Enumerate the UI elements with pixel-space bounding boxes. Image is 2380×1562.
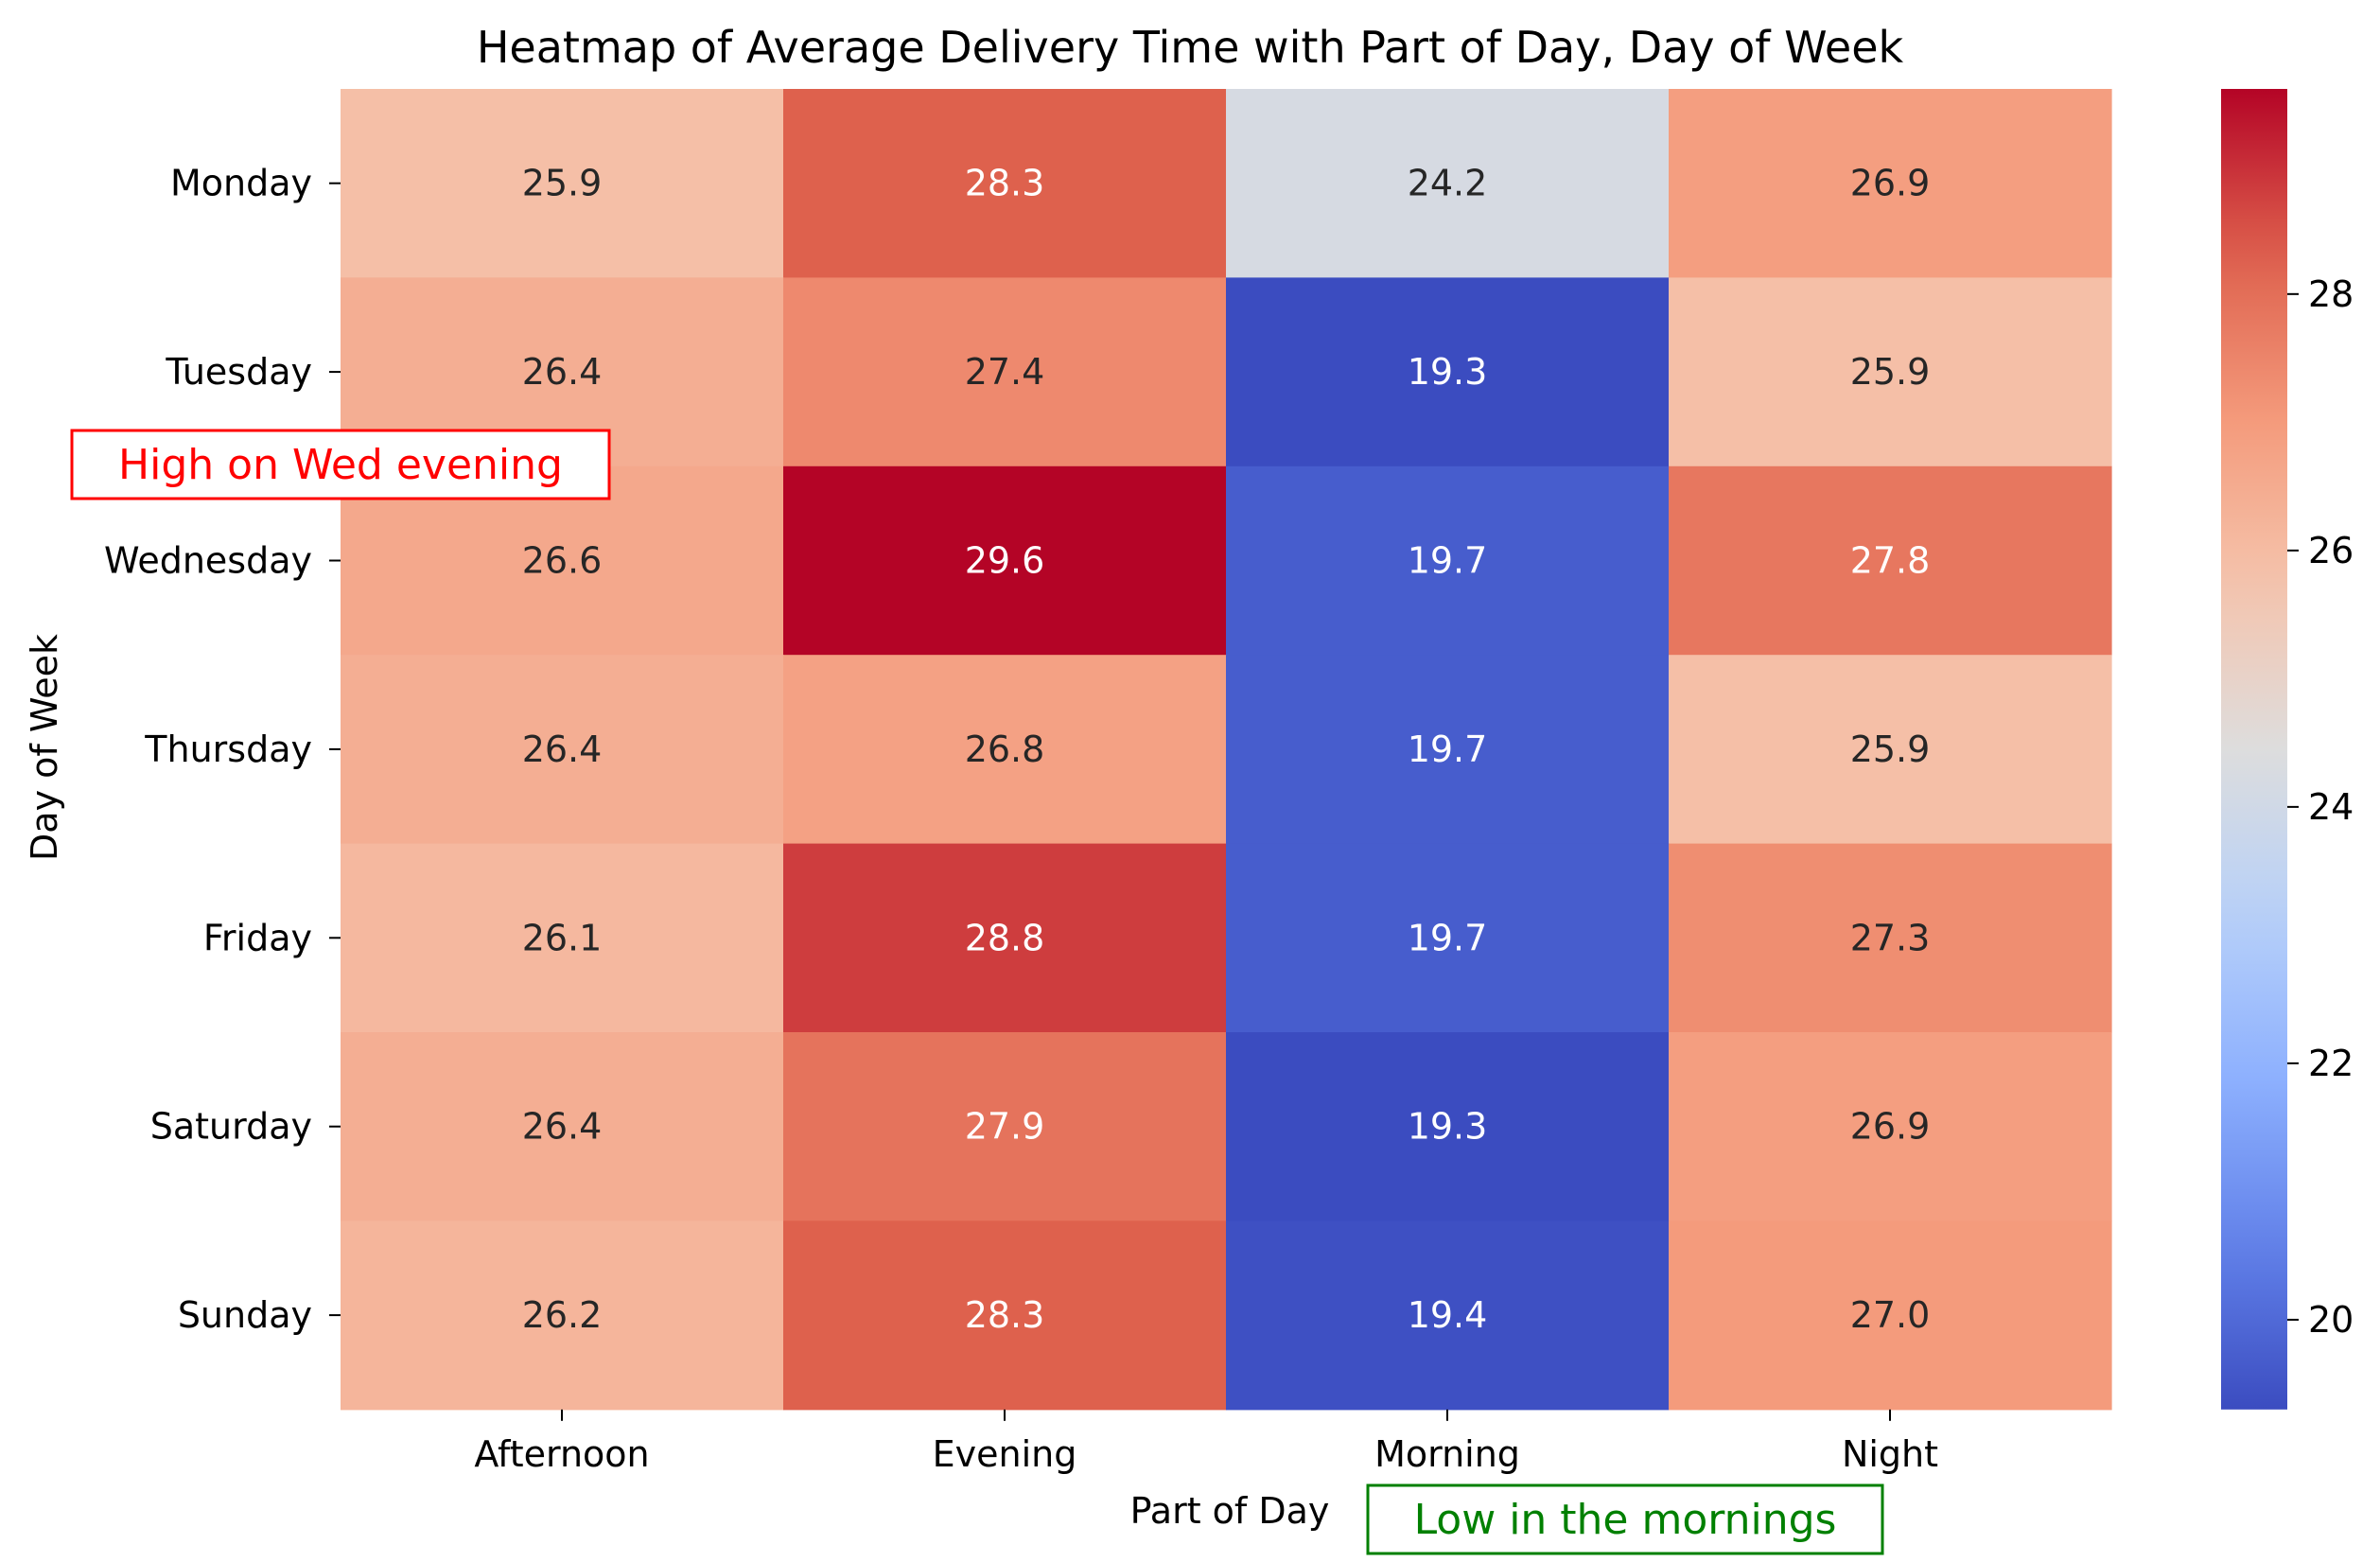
heatmap-cell: [341, 1220, 784, 1411]
cell-value-label: 27.3: [1850, 917, 1931, 958]
y-tick-label: Friday: [203, 917, 312, 958]
x-tick-label: Morning: [1374, 1433, 1520, 1475]
annotation-high-wed-evening: High on Wed evening: [118, 441, 563, 489]
heatmap-cell: [1226, 655, 1670, 845]
cell-value-label: 19.3: [1408, 1106, 1488, 1148]
heatmap-cells: 25.9 28.3 24.2 26.9 26.4 27.4 19.3 25.9 26.6 29.6…: [341, 89, 2112, 1411]
cell-value-label: 28.3: [965, 163, 1045, 204]
y-axis-ticks: Monday Tuesday Wednesday Thursday Friday Satu…: [104, 163, 341, 1336]
x-axis-label: Part of Day: [1130, 1490, 1330, 1532]
heatmap-cell: [1669, 1032, 2112, 1221]
annotation-low-mornings: Low in the mornings: [1414, 1496, 1837, 1544]
cell-value-label: 19.7: [1408, 728, 1488, 770]
cell-value-label: 28.3: [965, 1294, 1045, 1336]
colorbar-tick-label: 22: [2308, 1043, 2354, 1084]
colorbar: 20 22 24 26 28: [2221, 89, 2354, 1410]
cell-value-label: 26.9: [1850, 163, 1931, 204]
cell-value-label: 25.9: [522, 163, 603, 204]
colorbar-tick-label: 20: [2308, 1299, 2354, 1341]
x-tick-label: Night: [1842, 1433, 1938, 1475]
heatmap-cell: [341, 89, 784, 278]
cell-value-label: 26.9: [1850, 1106, 1931, 1148]
cell-value-label: 25.9: [1850, 351, 1931, 393]
y-tick-label: Wednesday: [104, 540, 312, 582]
cell-value-label: 27.0: [1850, 1294, 1931, 1336]
x-axis-ticks: Afternoon Evening Morning Night: [474, 1409, 1938, 1475]
cell-value-label: 19.7: [1408, 917, 1488, 958]
annotation-box: [1366, 1483, 1884, 1555]
heatmap-cell: [1669, 655, 2112, 845]
heatmap-cell: [783, 1220, 1227, 1411]
y-tick-label: Monday: [170, 163, 312, 204]
y-tick-label: Tuesday: [165, 351, 312, 393]
heatmap-cell: [1226, 1220, 1670, 1411]
colorbar-tick-label: 28: [2308, 273, 2354, 315]
colorbar-gradient: [2221, 89, 2287, 1410]
colorbar-tick-label: 24: [2308, 786, 2354, 828]
cell-value-label: 26.1: [522, 917, 603, 958]
cell-value-label: 27.8: [1850, 540, 1931, 582]
cell-value-label: 26.4: [522, 1106, 603, 1148]
cell-value-label: 19.4: [1408, 1294, 1488, 1336]
cell-value-label: 26.6: [522, 540, 603, 582]
cell-value-label: 19.3: [1408, 351, 1488, 393]
heatmap-cell: [783, 1032, 1227, 1221]
heatmap-cell: [1226, 843, 1670, 1033]
cell-value-label: 28.8: [965, 917, 1045, 958]
heatmap-cell: [783, 843, 1227, 1033]
heatmap-cell: [783, 89, 1227, 278]
heatmap-cell: [341, 843, 784, 1033]
y-axis-label: Day of Week: [24, 634, 65, 861]
cell-value-label: 25.9: [1850, 728, 1931, 770]
annotation-box: [70, 429, 611, 500]
heatmap-cell: [1669, 1220, 2112, 1411]
annotations: High on Wed evening Low in the mornings: [70, 429, 1884, 1555]
heatmap-cell: [341, 655, 784, 845]
cell-value-label: 27.9: [965, 1106, 1045, 1148]
cell-value-label: 19.7: [1408, 540, 1488, 582]
x-tick-label: Evening: [933, 1433, 1077, 1475]
colorbar-tick-label: 26: [2308, 530, 2354, 571]
heatmap-cell: [1669, 89, 2112, 278]
chart-title: Heatmap of Average Delivery Time with Pa…: [477, 22, 1904, 73]
cell-value-label: 26.4: [522, 728, 603, 770]
y-tick-label: Sunday: [178, 1294, 312, 1336]
y-tick-label: Thursday: [144, 728, 312, 770]
heatmap-cell: [1226, 1032, 1670, 1221]
cell-value-label: 26.4: [522, 351, 603, 393]
heatmap-cell: [1669, 843, 2112, 1033]
heatmap-cell: [1669, 277, 2112, 467]
heatmap-cell: [783, 655, 1227, 845]
cell-value-label: 26.2: [522, 1294, 603, 1336]
cell-value-label: 27.4: [965, 351, 1045, 393]
cell-value-label: 29.6: [965, 540, 1045, 582]
heatmap-cell: [1669, 465, 2112, 656]
heatmap-cell: [1226, 89, 1670, 278]
heatmap-cell: [1226, 277, 1670, 467]
heatmap-cell: [783, 465, 1227, 656]
heatmap-cell: [1226, 465, 1670, 656]
cell-value-label: 24.2: [1408, 163, 1488, 204]
cell-value-label: 26.8: [965, 728, 1045, 770]
y-tick-label: Saturday: [150, 1106, 312, 1148]
heatmap-cell: [783, 277, 1227, 467]
heatmap-cell: [341, 1032, 784, 1221]
x-tick-label: Afternoon: [474, 1433, 649, 1475]
